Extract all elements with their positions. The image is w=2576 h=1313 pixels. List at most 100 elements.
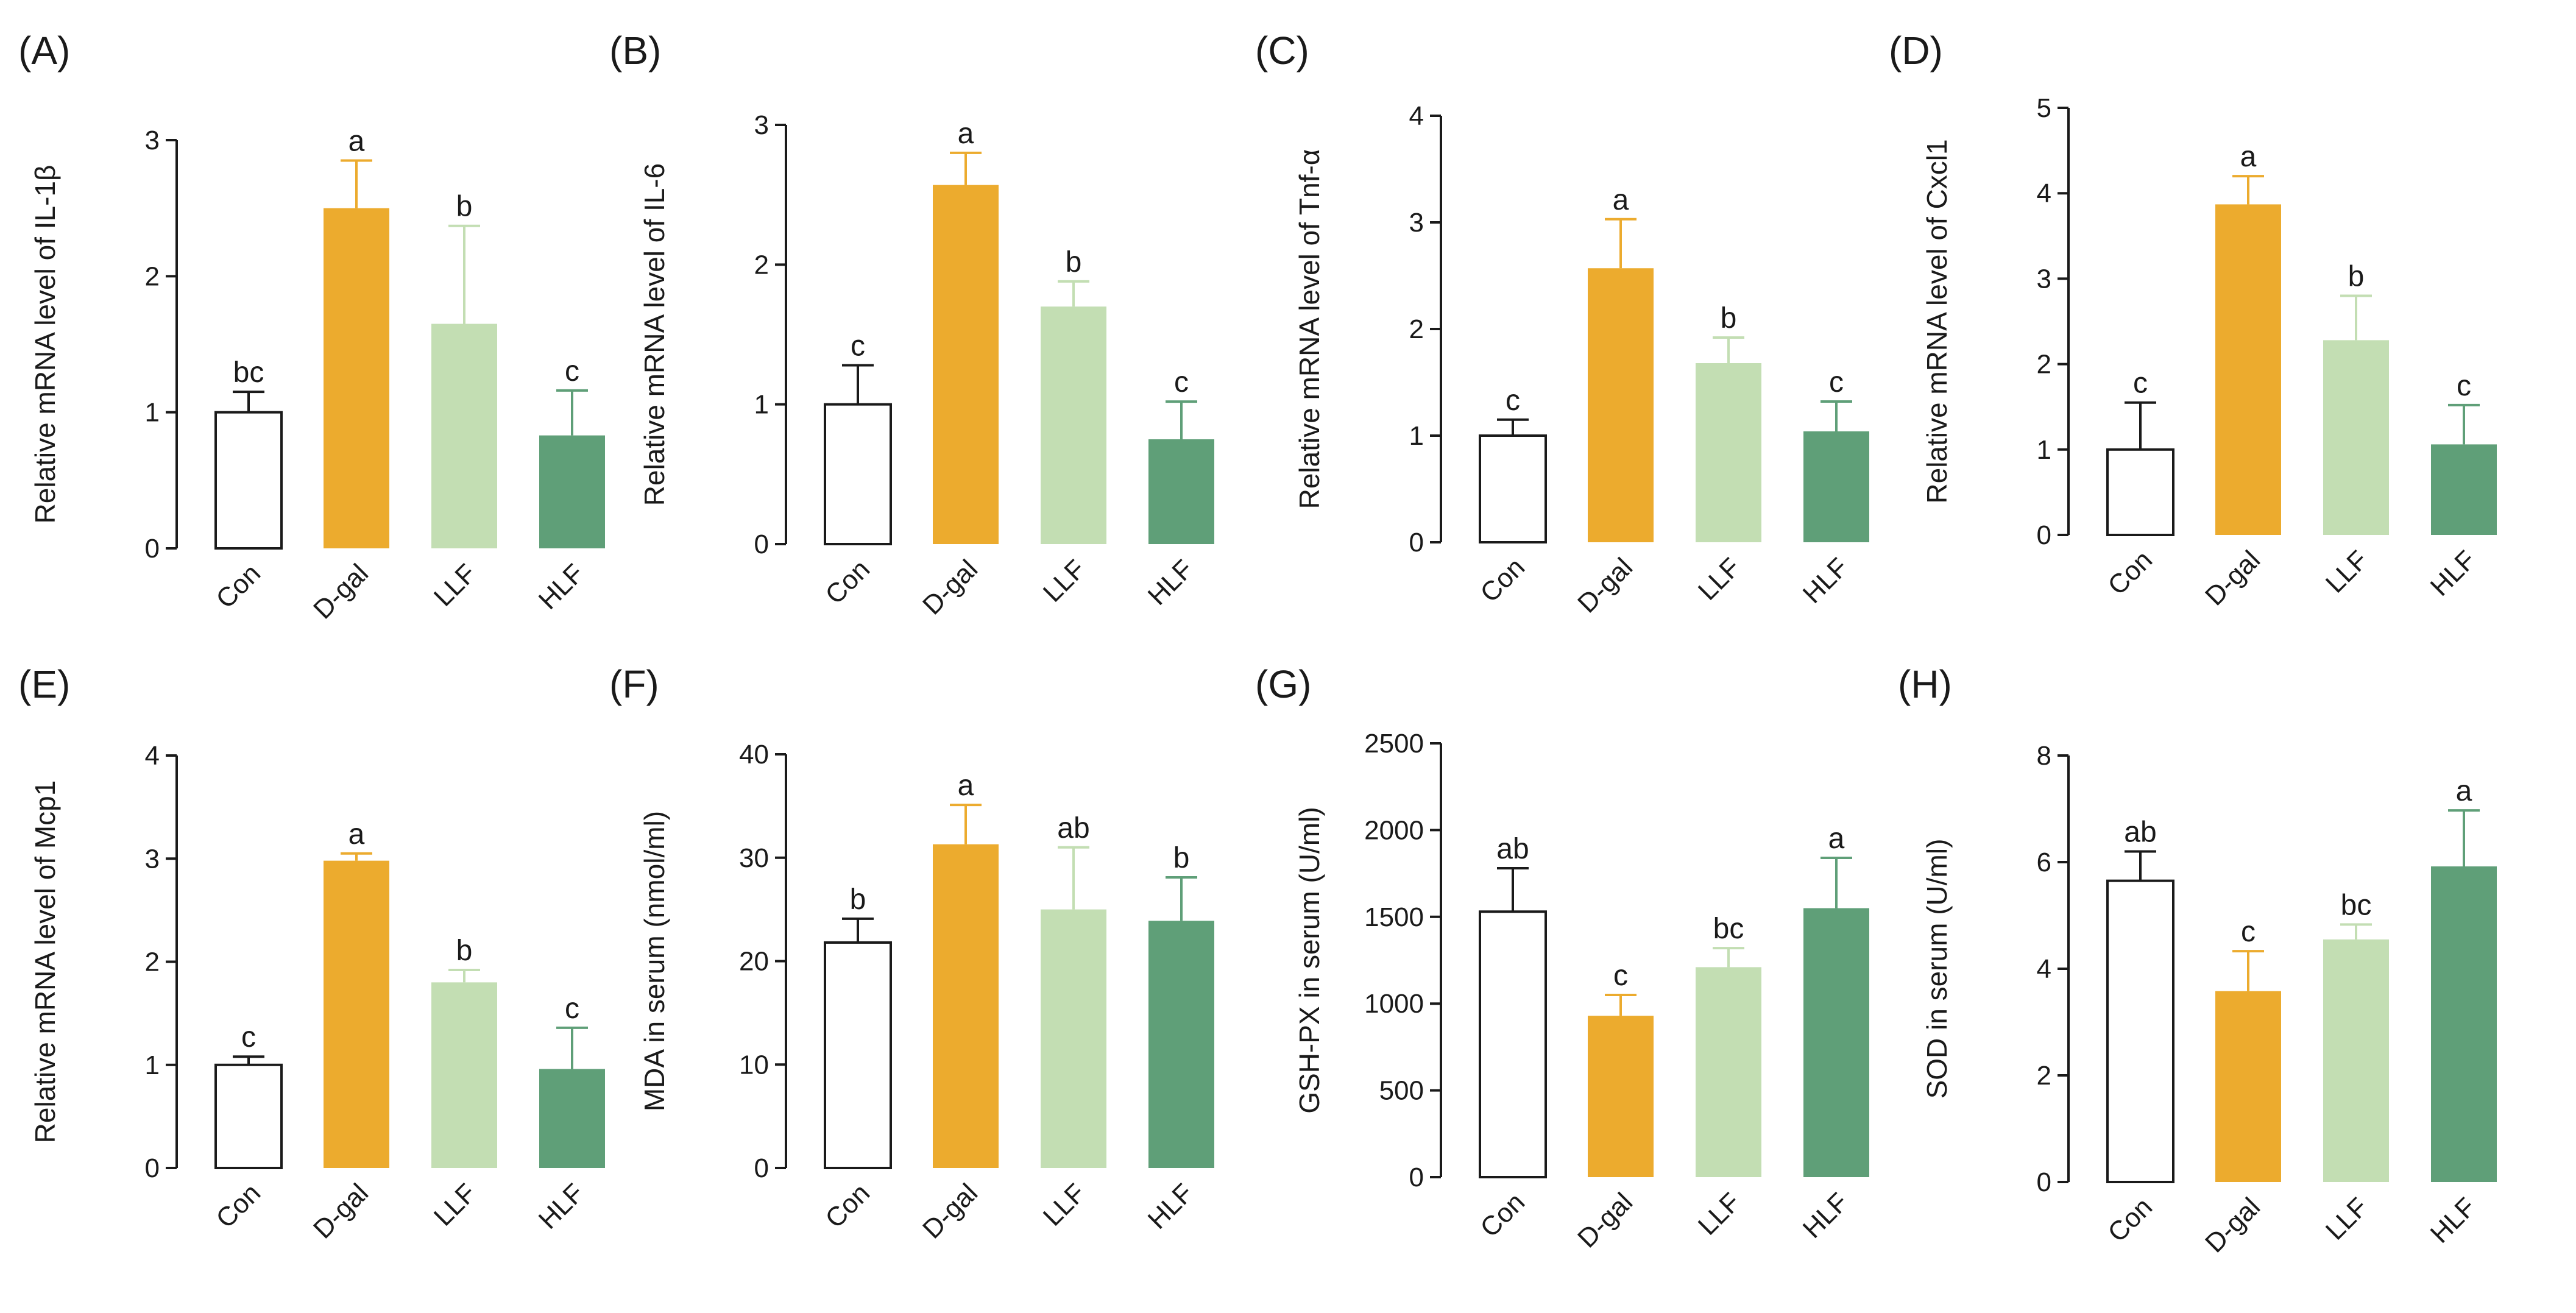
bar-hlf <box>1148 921 1214 1168</box>
significance-letter: bc <box>2341 889 2372 921</box>
significance-letter: c <box>2241 916 2256 948</box>
category-label: Con <box>2102 1192 2158 1248</box>
category-label: HLF <box>2425 545 2482 601</box>
y-tick-label: 3 <box>2037 264 2051 294</box>
y-tick-label: 5 <box>2037 93 2051 123</box>
y-tick-label: 3 <box>754 110 769 140</box>
significance-letter: c <box>241 1021 256 1053</box>
category-label: HLF <box>1142 1178 1199 1234</box>
category-label: D-gal <box>1572 552 1638 618</box>
panel-label: (E) <box>18 662 70 706</box>
y-tick-label: 1 <box>145 398 160 428</box>
category-label: Con <box>819 1178 876 1234</box>
significance-letter: ab <box>1496 833 1529 865</box>
y-tick-label: 4 <box>145 741 160 771</box>
bar-dgal <box>2215 991 2281 1182</box>
y-tick-label: 1 <box>754 390 769 420</box>
y-tick-label: 0 <box>1409 1163 1424 1192</box>
chart-panel-h: (H) 0 2 4 6 8 SOD in serum (U/ml) ab Con c D-gal bc… <box>1898 662 2497 1258</box>
y-axis-title: Relative mRNA level of IL-6 <box>639 163 670 506</box>
significance-letter: a <box>349 126 365 158</box>
category-label: LLF <box>428 1178 482 1231</box>
bar-llf <box>1041 306 1106 544</box>
bar-dgal <box>1588 1016 1654 1177</box>
significance-letter: b <box>1721 302 1737 334</box>
bar-dgal <box>933 185 999 544</box>
y-tick-label: 2 <box>2037 350 2051 380</box>
y-tick-label: 30 <box>739 843 769 873</box>
category-label: Con <box>819 554 876 610</box>
category-label: LLF <box>2320 545 2374 598</box>
y-axis-title: GSH-PX in serum (U/ml) <box>1293 807 1325 1113</box>
y-tick-label: 0 <box>145 1153 160 1183</box>
bar-llf <box>431 982 497 1168</box>
significance-letter: a <box>958 118 974 150</box>
bar-hlf <box>2431 444 2497 535</box>
category-label: LLF <box>1693 552 1746 606</box>
bar-con <box>2106 879 2174 1183</box>
y-tick-label: 40 <box>739 740 769 770</box>
y-tick-label: 2 <box>754 250 769 280</box>
y-tick-label: 0 <box>1409 528 1424 557</box>
significance-letter: b <box>456 191 473 223</box>
significance-letter: b <box>1173 842 1190 874</box>
bar-hlf <box>1803 431 1869 542</box>
bar-llf <box>2323 340 2389 535</box>
bar-con <box>824 403 892 546</box>
bar-dgal <box>2215 204 2281 535</box>
y-tick-label: 1500 <box>1364 902 1424 932</box>
panel-label: (F) <box>609 662 659 706</box>
y-axis-title: MDA in serum (nmol/ml) <box>639 811 670 1111</box>
significance-letter: b <box>1066 246 1082 278</box>
category-label: LLF <box>1038 1178 1091 1231</box>
bar-dgal <box>933 844 999 1168</box>
significance-letter: c <box>1174 366 1189 398</box>
y-tick-label: 4 <box>1409 101 1424 131</box>
bar-con <box>214 1063 283 1169</box>
bar-con <box>2106 448 2174 536</box>
category-label: Con <box>1474 1187 1530 1243</box>
significance-letter: bc <box>233 356 264 389</box>
panel-label: (C) <box>1255 29 1309 73</box>
y-tick-label: 4 <box>2037 179 2051 208</box>
significance-letter: b <box>2348 260 2365 292</box>
significance-letter: a <box>958 770 974 802</box>
significance-letter: c <box>2133 367 2148 400</box>
category-label: D-gal <box>1572 1187 1638 1253</box>
category-label: D-gal <box>917 554 983 620</box>
chart-panel-c: (C) 0 1 2 3 4 Relative mRNA level of Tnf-α c Con… <box>1255 29 1869 618</box>
category-label: Con <box>1474 552 1530 608</box>
panel-label: (A) <box>18 29 70 73</box>
y-tick-label: 0 <box>2037 1167 2051 1197</box>
y-tick-label: 1 <box>2037 435 2051 465</box>
chart-panel-b: (B) 0 1 2 3 Relative mRNA level of IL-6 c Con a D… <box>609 29 1214 620</box>
bar-con <box>1479 910 1547 1178</box>
y-tick-label: 8 <box>2037 741 2051 771</box>
bar-llf <box>1041 909 1106 1168</box>
category-label: Con <box>2102 545 2158 601</box>
y-tick-label: 4 <box>2037 954 2051 984</box>
bar-dgal <box>1588 268 1654 542</box>
significance-letter: b <box>456 935 473 967</box>
y-tick-label: 0 <box>145 534 160 564</box>
bar-con <box>214 411 283 550</box>
significance-letter: c <box>565 355 579 388</box>
y-tick-label: 0 <box>2037 520 2051 550</box>
panel-label: (B) <box>609 29 661 73</box>
category-label: D-gal <box>917 1178 983 1244</box>
y-tick-label: 3 <box>145 844 160 874</box>
y-axis-title: Relative mRNA level of Tnf-α <box>1293 149 1325 509</box>
chart-panel-d: (D) 0 1 2 3 4 5 Relative mRNA level of Cxcl1 c Co… <box>1889 29 2497 611</box>
y-tick-label: 1000 <box>1364 989 1424 1019</box>
bar-con <box>824 941 892 1169</box>
chart-panel-f: (F) 0 10 20 30 40 MDA in serum (nmol/ml) b Con a D… <box>609 662 1214 1244</box>
y-tick-label: 500 <box>1379 1076 1424 1106</box>
category-label: D-gal <box>308 1178 374 1244</box>
y-tick-label: 6 <box>2037 848 2051 877</box>
bar-llf <box>1696 967 1761 1177</box>
significance-letter: a <box>2456 775 2472 807</box>
category-label: Con <box>210 1178 266 1234</box>
category-label: HLF <box>533 558 590 615</box>
